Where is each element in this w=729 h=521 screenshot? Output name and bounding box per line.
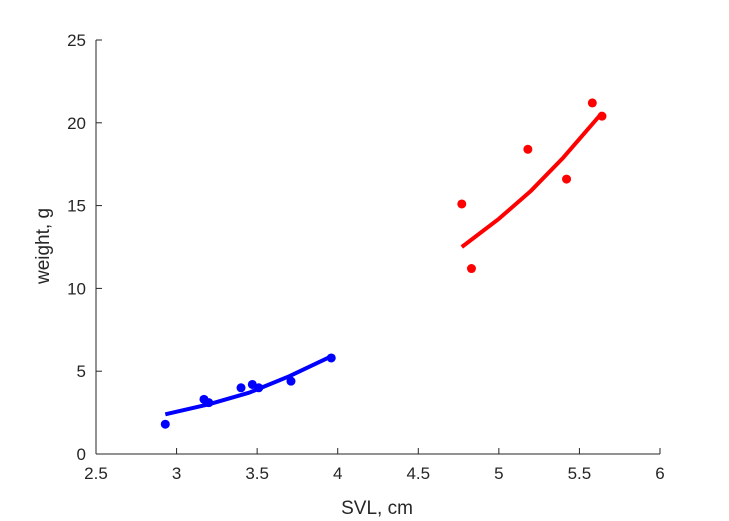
fit-line-0 bbox=[164, 354, 333, 417]
fit-line-1 bbox=[460, 111, 604, 249]
x-tick-label: 6 bbox=[655, 464, 664, 483]
data-point bbox=[562, 174, 572, 184]
data-points bbox=[160, 98, 607, 429]
x-axis-label: SVL, cm bbox=[341, 498, 413, 519]
data-point bbox=[457, 199, 467, 209]
y-tick-label: 0 bbox=[77, 445, 86, 464]
x-tick-label: 4.5 bbox=[406, 464, 430, 483]
data-point bbox=[523, 144, 533, 154]
data-point bbox=[204, 398, 214, 408]
y-tick-label: 15 bbox=[67, 197, 86, 216]
y-tick-label: 25 bbox=[67, 31, 86, 50]
data-point bbox=[326, 353, 336, 363]
y-tick-label: 20 bbox=[67, 114, 86, 133]
fit-lines bbox=[164, 111, 604, 417]
data-point bbox=[597, 111, 607, 121]
data-point bbox=[236, 383, 246, 393]
data-point bbox=[466, 264, 476, 274]
y-axis-label: weight, g bbox=[33, 208, 54, 285]
y-tick-label: 10 bbox=[67, 279, 86, 298]
data-point bbox=[254, 383, 264, 393]
axes: 2.5 3 3.5 4 4.5 5 5.5 6 0 5 10 15 20 25 bbox=[67, 31, 665, 483]
x-tick-label: 4 bbox=[333, 464, 342, 483]
y-tick-label: 5 bbox=[77, 362, 86, 381]
x-tick-label: 3.5 bbox=[245, 464, 269, 483]
data-point bbox=[587, 98, 597, 108]
data-point bbox=[160, 419, 170, 429]
x-tick-label: 2.5 bbox=[84, 464, 108, 483]
x-tick-label: 5 bbox=[494, 464, 503, 483]
x-tick-label: 5.5 bbox=[568, 464, 592, 483]
x-tick-label: 3 bbox=[172, 464, 181, 483]
data-point bbox=[286, 376, 296, 386]
